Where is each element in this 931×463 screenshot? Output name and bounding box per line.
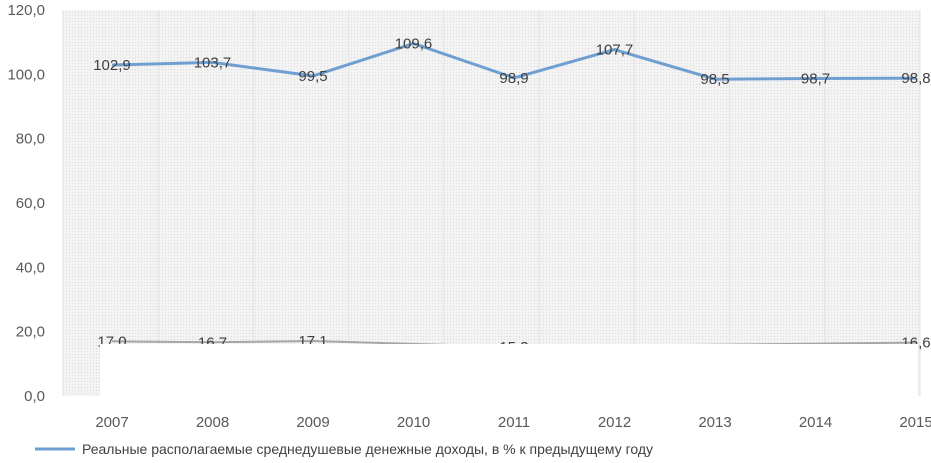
x-tick-label: 2008 [196, 414, 229, 431]
occluding-box [100, 344, 918, 402]
plot-area [63, 10, 920, 396]
data-label: 109,6 [395, 35, 433, 52]
data-label: 98,9 [499, 70, 528, 87]
data-label: 98,8 [901, 70, 930, 87]
x-tick-label: 2011 [498, 414, 530, 431]
data-label: 107,7 [596, 42, 634, 59]
y-tick-label: 100,0 [7, 66, 45, 83]
y-tick-label: 60,0 [16, 195, 45, 212]
data-label: 99,5 [298, 68, 327, 85]
x-tick-label: 2012 [598, 414, 631, 431]
x-tick-label: 2009 [296, 414, 329, 431]
x-tick-label: 2013 [698, 414, 731, 431]
data-label: 102,9 [93, 57, 131, 74]
x-tick-label: 2015 [899, 414, 931, 431]
data-label: 98,7 [801, 71, 830, 88]
data-label: 103,7 [194, 54, 232, 71]
y-tick-label: 120,0 [7, 2, 45, 19]
data-label: 98,5 [700, 71, 729, 88]
x-tick-label: 2014 [799, 414, 832, 431]
y-tick-label: 0,0 [24, 388, 45, 405]
y-tick-label: 40,0 [16, 259, 45, 276]
y-tick-label: 80,0 [16, 131, 45, 148]
legend: Реальные располагаемые среднедушевые ден… [35, 441, 653, 457]
legend-label: Реальные располагаемые среднедушевые ден… [82, 441, 653, 457]
x-tick-label: 2007 [95, 414, 128, 431]
series-line [111, 42, 917, 81]
x-tick-label: 2010 [397, 414, 430, 431]
y-tick-label: 20,0 [16, 324, 45, 341]
